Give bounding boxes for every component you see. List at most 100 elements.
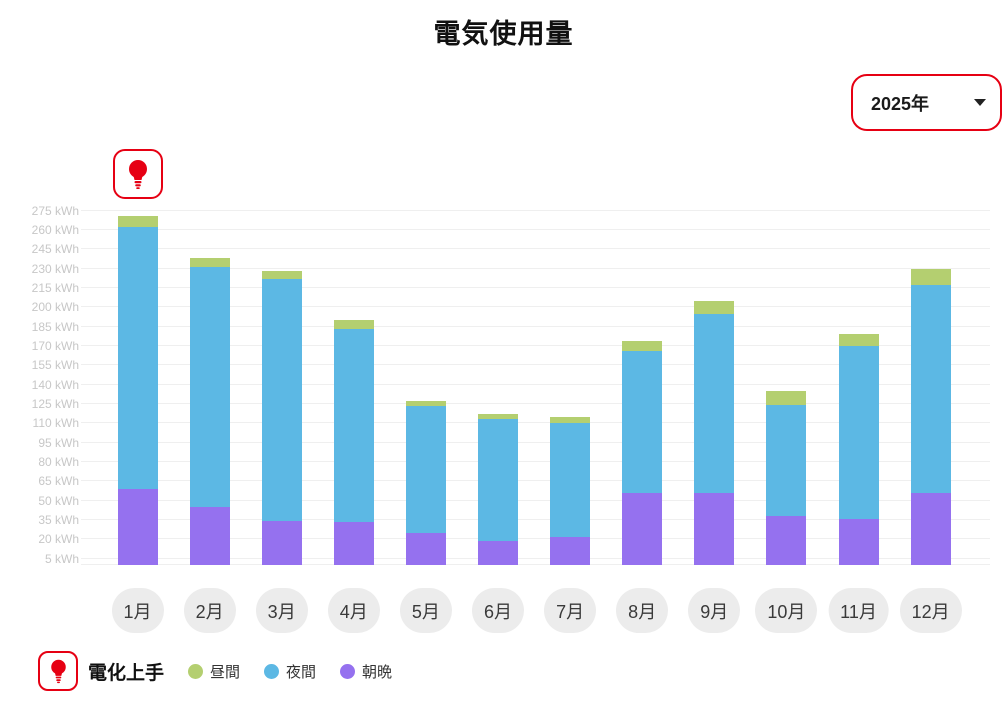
bar-8月[interactable] <box>622 340 663 565</box>
bar-segment-昼間[interactable] <box>694 300 735 314</box>
bar-segment-朝晩[interactable] <box>478 540 518 565</box>
bar-segment-昼間[interactable] <box>405 401 446 407</box>
bar-segment-昼間[interactable] <box>333 320 374 330</box>
month-chip-7月: 7月 <box>544 588 597 633</box>
legend-item-夜間: 夜間 <box>264 661 316 682</box>
y-axis-label: 5 kWh <box>44 551 79 566</box>
bar-segment-夜間[interactable] <box>333 329 374 523</box>
gridline <box>81 422 990 424</box>
gridline <box>81 364 990 366</box>
y-axis-label: 260 kWh <box>31 222 79 237</box>
bar-segment-夜間[interactable] <box>405 406 446 533</box>
y-axis-label: 170 kWh <box>31 338 79 353</box>
bar-3月[interactable] <box>261 271 302 565</box>
bar-9月[interactable] <box>694 300 735 565</box>
bar-segment-夜間[interactable] <box>117 227 158 489</box>
bar-segment-昼間[interactable] <box>622 340 663 352</box>
bar-segment-昼間[interactable] <box>550 416 591 424</box>
bar-12月[interactable] <box>910 268 951 565</box>
y-axis-label: 125 kWh <box>31 396 79 411</box>
month-chip-5月: 5月 <box>399 588 452 633</box>
gridline <box>81 248 990 250</box>
bar-5月[interactable] <box>405 401 446 565</box>
bar-segment-朝晩[interactable] <box>910 492 951 565</box>
month-chip-3月: 3月 <box>255 588 308 633</box>
month-chip-6月: 6月 <box>471 588 525 633</box>
gridline <box>81 267 990 269</box>
bar-segment-夜間[interactable] <box>478 419 518 541</box>
page-title: 電気使用量 <box>433 19 574 49</box>
bar-segment-夜間[interactable] <box>189 267 230 507</box>
month-chip-8月: 8月 <box>616 588 669 633</box>
bar-segment-夜間[interactable] <box>622 351 663 493</box>
bar-7月[interactable] <box>550 416 591 565</box>
bar-segment-夜間[interactable] <box>550 423 591 537</box>
y-axis-label: 80 kWh <box>38 454 79 469</box>
chevron-down-icon <box>974 99 986 106</box>
bar-segment-夜間[interactable] <box>694 313 735 493</box>
month-chip-12月: 12月 <box>899 588 962 633</box>
bar-segment-夜間[interactable] <box>261 278 302 522</box>
legend-items: 昼間 夜間 朝晩 <box>188 661 416 682</box>
y-axis-label: 185 kWh <box>31 319 79 334</box>
bar-segment-朝晩[interactable] <box>405 532 446 565</box>
bar-segment-朝晩[interactable] <box>117 488 158 565</box>
bar-segment-朝晩[interactable] <box>622 492 663 565</box>
bar-segment-朝晩[interactable] <box>550 536 591 565</box>
gridline <box>81 286 990 288</box>
bar-2月[interactable] <box>189 258 230 565</box>
legend-label: 昼間 <box>210 663 241 681</box>
bar-6月[interactable] <box>478 414 518 565</box>
legend-item-朝晩: 朝晩 <box>340 661 392 682</box>
bar-segment-朝晩[interactable] <box>766 516 807 565</box>
gridline <box>81 228 990 230</box>
gridline <box>81 538 990 540</box>
lightbulb-button[interactable] <box>113 149 163 199</box>
bar-segment-昼間[interactable] <box>117 215 158 228</box>
bar-segment-朝晩[interactable] <box>694 492 735 565</box>
gridline <box>81 480 990 482</box>
bar-segment-昼間[interactable] <box>189 258 230 268</box>
y-axis-label: 155 kWh <box>31 358 79 373</box>
gridline <box>81 564 990 565</box>
legend-lightbulb-badge <box>38 651 78 691</box>
bar-segment-夜間[interactable] <box>910 285 951 493</box>
legend-swatch-icon <box>188 663 204 679</box>
gridline <box>81 518 990 520</box>
legend-swatch-icon <box>264 663 280 679</box>
bar-segment-朝晩[interactable] <box>838 518 879 565</box>
bar-11月[interactable] <box>838 334 879 565</box>
bar-segment-昼間[interactable] <box>261 271 302 279</box>
bar-segment-朝晩[interactable] <box>333 522 374 565</box>
bar-1月[interactable] <box>117 215 158 565</box>
y-axis-label: 275 kWh <box>31 203 79 218</box>
electricity-usage-chart: 5 kWh 20 kWh 35 kWh 50 kWh 65 kWh 80 kWh 95 kW… <box>32 204 990 566</box>
bar-segment-昼間[interactable] <box>766 391 807 406</box>
y-axis-label: 65 kWh <box>38 474 79 489</box>
y-axis-label: 140 kWh <box>31 377 79 392</box>
bar-segment-夜間[interactable] <box>838 345 879 519</box>
gridline <box>81 344 990 346</box>
year-selector[interactable]: 2025年 <box>851 74 1002 131</box>
bar-segment-夜間[interactable] <box>766 405 807 517</box>
bar-segment-昼間[interactable] <box>478 414 518 420</box>
bar-10月[interactable] <box>766 391 807 565</box>
gridline <box>81 306 990 308</box>
gridline <box>81 383 990 385</box>
lightbulb-icon <box>50 659 66 684</box>
month-chip-2月: 2月 <box>183 588 236 633</box>
legend-swatch-icon <box>340 663 356 679</box>
gridline <box>81 441 990 443</box>
bar-segment-昼間[interactable] <box>910 268 951 286</box>
bar-segment-朝晩[interactable] <box>261 521 302 565</box>
bar-segment-朝晩[interactable] <box>189 507 230 565</box>
bar-4月[interactable] <box>333 320 374 565</box>
y-axis-label: 95 kWh <box>38 435 79 450</box>
y-axis-label: 215 kWh <box>31 280 79 295</box>
month-chip-10月: 10月 <box>755 588 818 633</box>
x-axis-month-labels: 1月 2月 3月 4月 5月 6月 7月 8月 9月 10月 11月 12月 <box>88 588 990 633</box>
y-axis-label: 50 kWh <box>38 493 79 508</box>
bar-segment-昼間[interactable] <box>838 334 879 346</box>
gridline <box>81 402 990 404</box>
